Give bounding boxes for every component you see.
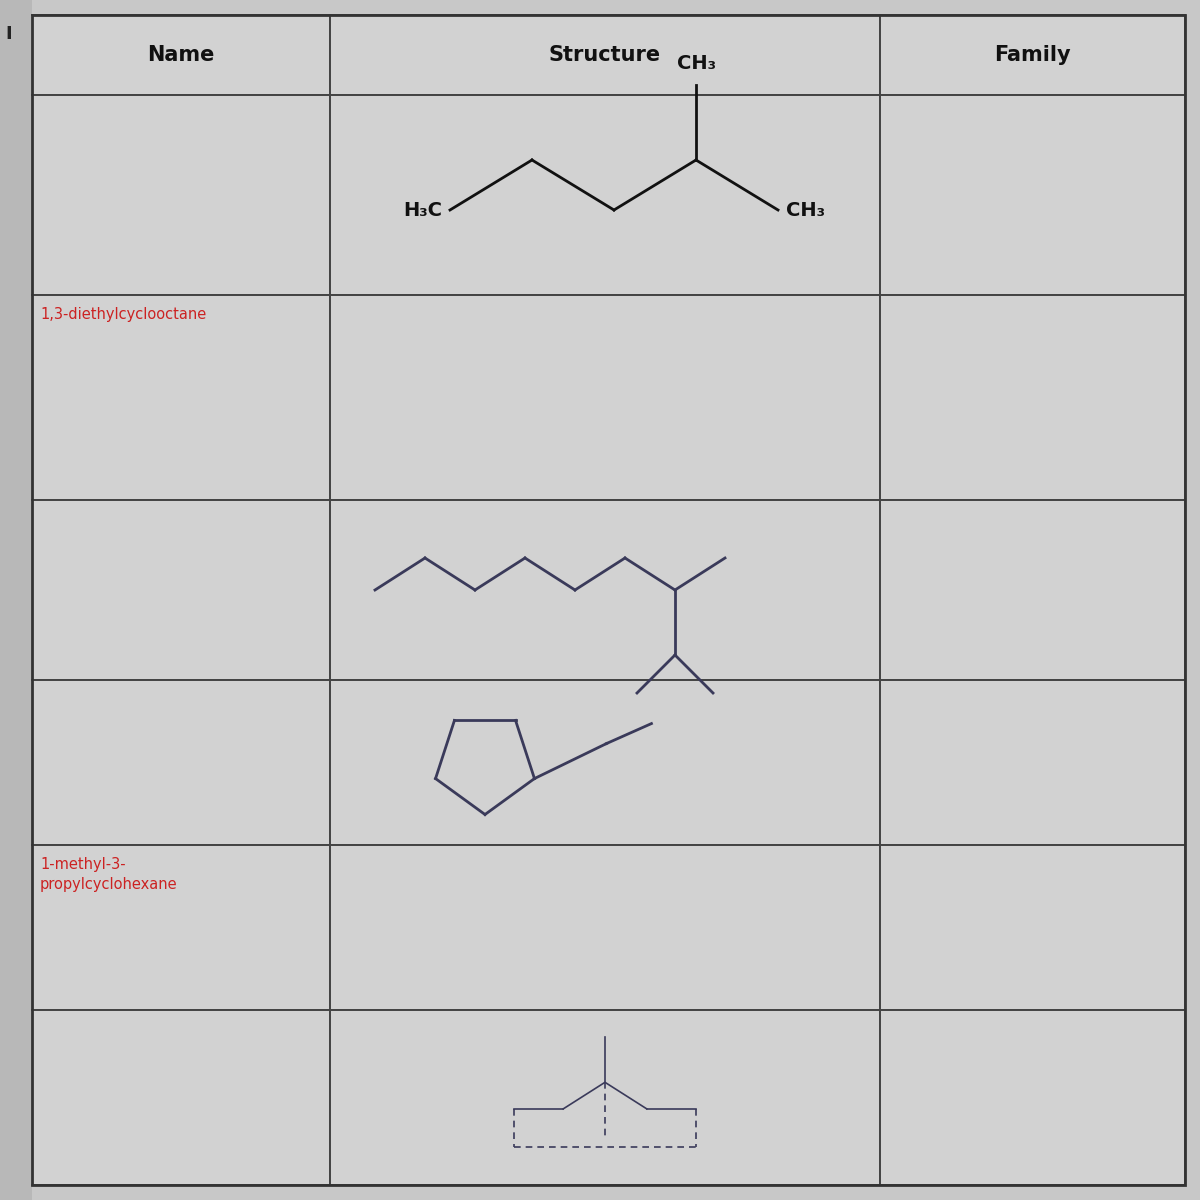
Text: Name: Name	[148, 44, 215, 65]
Bar	[330, 845, 880, 1010]
Bar	[32, 295, 330, 500]
Bar	[880, 95, 1186, 295]
Text: H₃C: H₃C	[403, 200, 442, 220]
Bar	[32, 95, 330, 295]
Bar	[330, 680, 880, 845]
Text: CH₃: CH₃	[677, 54, 715, 73]
Text: 1,3-diethylcyclooctane: 1,3-diethylcyclooctane	[40, 307, 206, 322]
Bar	[880, 500, 1186, 680]
Bar	[880, 1010, 1186, 1186]
Text: Structure: Structure	[548, 44, 661, 65]
Bar	[32, 500, 330, 680]
Bar	[330, 295, 880, 500]
Bar	[880, 14, 1186, 95]
Bar	[0, 0, 32, 1200]
Bar	[32, 14, 330, 95]
Bar	[880, 845, 1186, 1010]
Text: 1-methyl-3-
propylcyclohexane: 1-methyl-3- propylcyclohexane	[40, 857, 178, 892]
Text: I: I	[5, 25, 12, 43]
Bar	[32, 1010, 330, 1186]
Bar	[32, 845, 330, 1010]
Bar	[330, 14, 880, 95]
Text: CH₃: CH₃	[786, 200, 826, 220]
Bar	[330, 500, 880, 680]
Text: Family: Family	[994, 44, 1070, 65]
Bar	[330, 95, 880, 295]
Bar	[32, 680, 330, 845]
Bar	[880, 680, 1186, 845]
Bar	[330, 1010, 880, 1186]
Bar	[880, 295, 1186, 500]
